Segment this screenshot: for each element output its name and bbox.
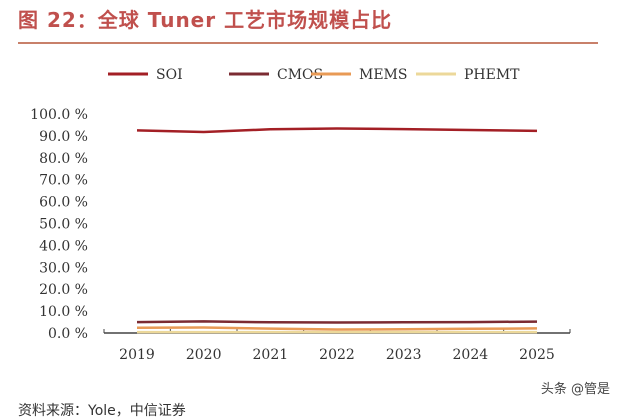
title-divider (18, 42, 598, 44)
x-tick-label: 2024 (453, 347, 489, 363)
source-note: 资料来源：Yole，中信证券 (18, 403, 186, 419)
y-tick-label: 60.0 % (39, 195, 88, 211)
chart-title: 图 22：全球 Tuner 工艺市场规模占比 (18, 8, 393, 32)
x-tick-label: 2022 (319, 347, 355, 363)
legend-label-soi: SOI (156, 67, 183, 83)
series-line-cmos (136, 320, 538, 324)
y-tick-label: 0.0 % (48, 326, 88, 342)
y-tick-label: 20.0 % (39, 282, 88, 298)
legend-label-cmos: CMOS (277, 67, 323, 83)
x-tick-label: 2023 (386, 347, 422, 363)
y-tick-label: 50.0 % (39, 217, 88, 233)
y-tick-label: 30.0 % (39, 260, 88, 276)
y-tick-label: 70.0 % (39, 173, 88, 189)
series-line-mems (136, 326, 538, 331)
x-tick-label: 2019 (119, 347, 155, 363)
legend-label-mems: MEMS (359, 67, 407, 83)
y-tick-label: 10.0 % (39, 304, 88, 320)
x-tick-label: 2021 (253, 347, 289, 363)
y-tick-label: 90.0 % (39, 129, 88, 145)
y-tick-label: 100.0 % (30, 107, 88, 123)
y-tick-label: 80.0 % (39, 151, 88, 167)
legend-label-phemt: PHEMT (464, 67, 520, 83)
x-tick-label: 2020 (186, 347, 222, 363)
watermark: 头条 @管是 (537, 377, 613, 398)
x-tick-label: 2025 (519, 347, 555, 363)
series-line-soi (136, 127, 538, 134)
y-tick-label: 40.0 % (39, 238, 88, 254)
